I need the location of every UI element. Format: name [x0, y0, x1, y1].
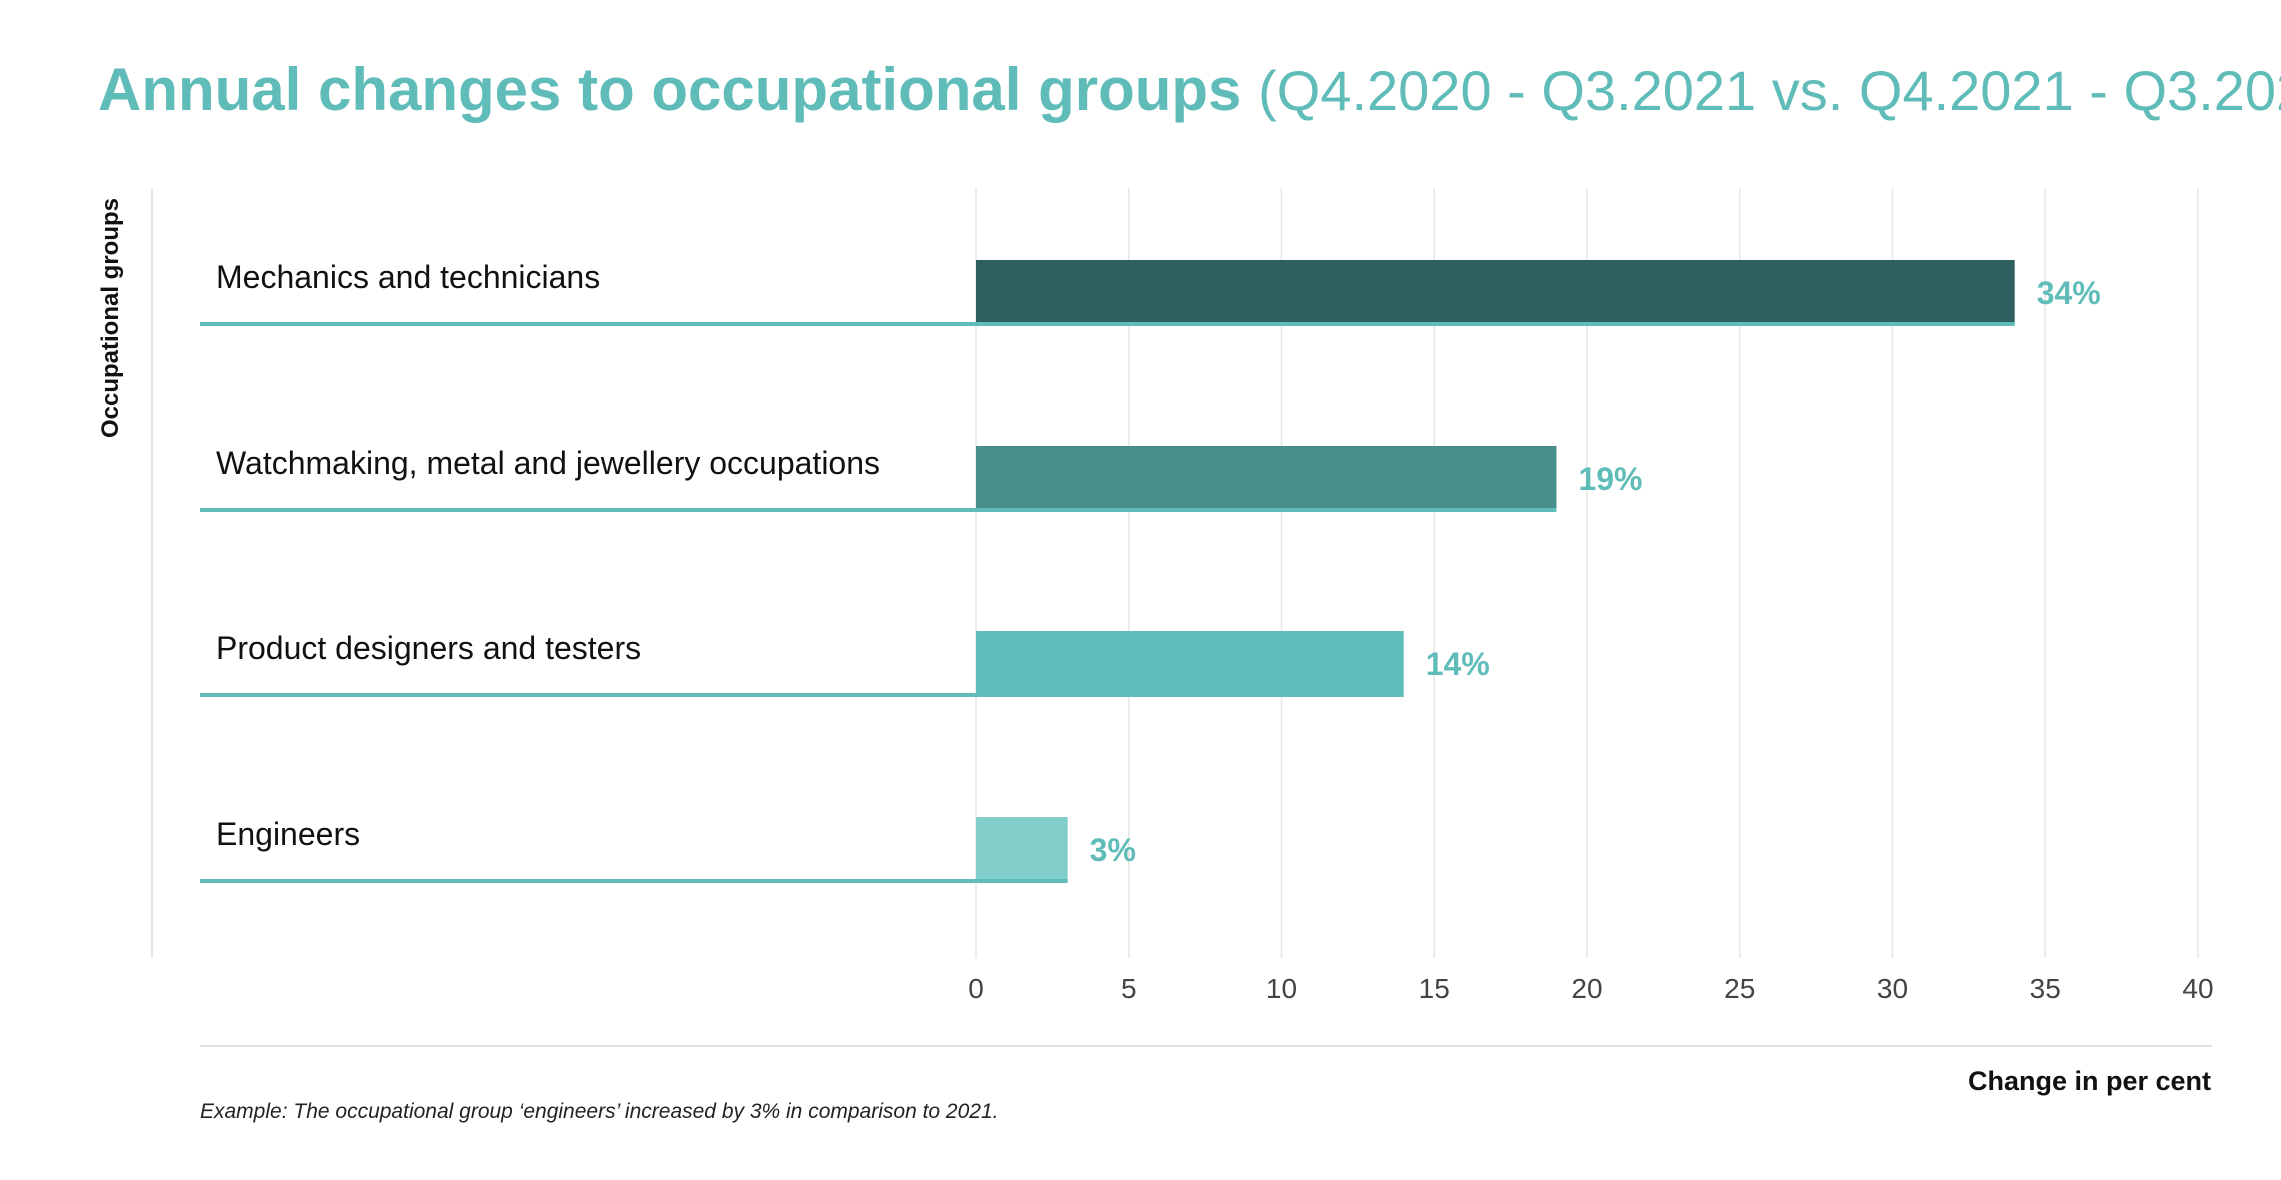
category-label: Product designers and testers: [216, 630, 641, 666]
bar: [976, 446, 1557, 510]
x-tick-label: 15: [1419, 973, 1450, 1004]
category-label: Watchmaking, metal and jewellery occupat…: [216, 445, 880, 481]
category-label: Mechanics and technicians: [216, 259, 600, 295]
bar: [976, 260, 2015, 324]
category-label: Engineers: [216, 816, 360, 852]
x-axis-label: Change in per cent: [1967, 1066, 2211, 1096]
chart-title-main: Annual changes to occupational groups: [98, 56, 1242, 123]
y-axis-label: Occupational groups: [97, 198, 124, 438]
chart-title-period: (Q4.2020 - Q3.2021 vs. Q4.2021 - Q3.2022…: [1258, 59, 2281, 122]
footnote: Example: The occupational group ‘enginee…: [200, 1100, 999, 1123]
x-tick-label: 30: [1877, 973, 1908, 1004]
value-label: 34%: [2037, 275, 2101, 311]
bar: [976, 817, 1068, 881]
x-tick-label: 20: [1571, 973, 1602, 1004]
value-label: 19%: [1578, 461, 1642, 497]
x-tick-label: 10: [1266, 973, 1297, 1004]
chart-title: Annual changes to occupational groups (Q…: [98, 50, 2281, 131]
x-tick-label: 40: [2182, 973, 2213, 1004]
x-tick-label: 0: [968, 973, 984, 1004]
x-tick-label: 25: [1724, 973, 1755, 1004]
bar: [976, 631, 1404, 695]
value-label: 14%: [1426, 646, 1490, 682]
value-label: 3%: [1090, 832, 1136, 868]
x-tick-label: 35: [2030, 973, 2061, 1004]
x-tick-label: 5: [1121, 973, 1137, 1004]
